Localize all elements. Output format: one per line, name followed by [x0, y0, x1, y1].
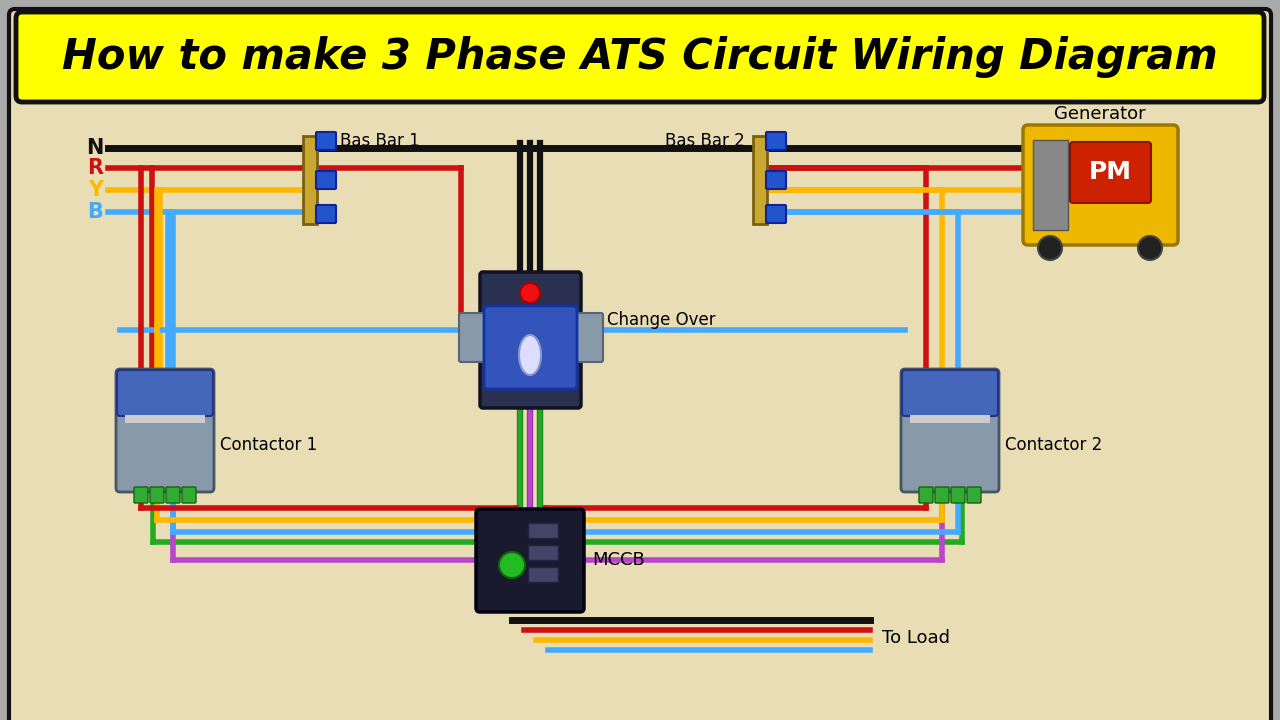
- Bar: [753, 136, 767, 224]
- FancyBboxPatch shape: [182, 487, 196, 503]
- FancyBboxPatch shape: [150, 487, 164, 503]
- FancyBboxPatch shape: [576, 313, 603, 362]
- FancyBboxPatch shape: [902, 370, 998, 416]
- Text: B: B: [87, 202, 102, 222]
- FancyBboxPatch shape: [460, 313, 486, 362]
- FancyBboxPatch shape: [765, 132, 786, 150]
- FancyBboxPatch shape: [480, 272, 581, 408]
- Circle shape: [1038, 236, 1062, 260]
- FancyBboxPatch shape: [116, 369, 214, 492]
- Bar: [910, 415, 989, 423]
- FancyBboxPatch shape: [15, 12, 1265, 102]
- FancyBboxPatch shape: [1070, 142, 1151, 203]
- Text: How to make 3 Phase ATS Circuit Wiring Diagram: How to make 3 Phase ATS Circuit Wiring D…: [63, 36, 1217, 78]
- Text: N: N: [86, 138, 102, 158]
- Text: Generator: Generator: [1055, 105, 1146, 123]
- Bar: [529, 567, 558, 582]
- Text: Change Over: Change Over: [607, 311, 716, 329]
- Text: Bas Bar 1: Bas Bar 1: [340, 132, 420, 150]
- FancyBboxPatch shape: [134, 487, 148, 503]
- Bar: [125, 415, 205, 423]
- FancyBboxPatch shape: [951, 487, 965, 503]
- FancyBboxPatch shape: [919, 487, 933, 503]
- FancyBboxPatch shape: [484, 306, 577, 389]
- Bar: [1033, 140, 1068, 230]
- FancyBboxPatch shape: [1023, 125, 1178, 245]
- Text: MCCB: MCCB: [591, 551, 645, 569]
- FancyBboxPatch shape: [765, 171, 786, 189]
- Circle shape: [1138, 236, 1162, 260]
- FancyBboxPatch shape: [476, 509, 584, 612]
- Text: Y: Y: [88, 180, 102, 200]
- FancyBboxPatch shape: [934, 487, 948, 503]
- FancyBboxPatch shape: [765, 205, 786, 223]
- Text: Bas Bar 2: Bas Bar 2: [666, 132, 745, 150]
- Text: Contactor 2: Contactor 2: [1005, 436, 1102, 454]
- Bar: [303, 136, 317, 224]
- FancyBboxPatch shape: [166, 487, 180, 503]
- Bar: [529, 523, 558, 538]
- Text: PM: PM: [1088, 160, 1132, 184]
- FancyBboxPatch shape: [901, 369, 998, 492]
- FancyBboxPatch shape: [966, 487, 980, 503]
- FancyBboxPatch shape: [9, 9, 1271, 720]
- FancyBboxPatch shape: [316, 132, 335, 150]
- Bar: [529, 545, 558, 560]
- FancyBboxPatch shape: [316, 171, 335, 189]
- Ellipse shape: [518, 335, 541, 375]
- FancyBboxPatch shape: [116, 370, 212, 416]
- Text: R: R: [87, 158, 102, 178]
- Text: Contactor 1: Contactor 1: [220, 436, 317, 454]
- Text: To Load: To Load: [882, 629, 950, 647]
- FancyBboxPatch shape: [316, 205, 335, 223]
- Circle shape: [499, 552, 525, 578]
- Circle shape: [520, 283, 540, 303]
